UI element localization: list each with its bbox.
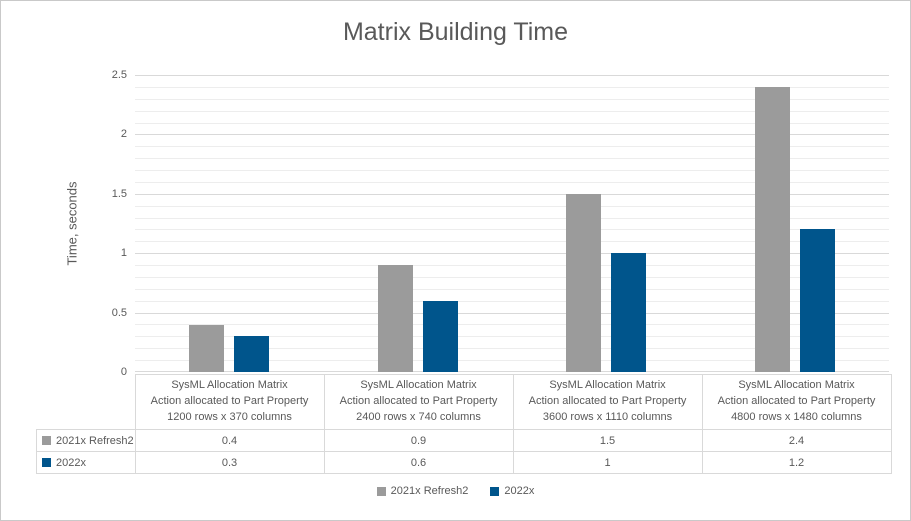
series-label-cell-2022x: 2022x [36, 451, 136, 474]
gridline-minor [135, 241, 889, 242]
gridline-major [135, 371, 889, 372]
gridline-minor [135, 111, 889, 112]
category-label-line: SysML Allocation Matrix [549, 379, 666, 391]
legend: 2021x Refresh2 2022x [1, 485, 910, 497]
category-label-line: 3600 rows x 1110 columns [542, 411, 673, 423]
y-tick-label: 1 [120, 247, 127, 259]
value-cell-2022x-cat3: 1 [512, 451, 703, 474]
gridline-major [135, 75, 889, 76]
bar-2022x-cat1 [234, 336, 270, 372]
value-cell-2022x-cat1: 0.3 [134, 451, 325, 474]
gridline-minor [135, 123, 889, 124]
plot-area [135, 75, 889, 372]
bar-2022x-cat2 [422, 300, 458, 372]
category-cell-4: SysML Allocation Matrix Action allocated … [701, 374, 892, 430]
series-key-swatch [42, 457, 51, 467]
series-name-label: 2022x [56, 456, 86, 469]
gridline-minor [135, 182, 889, 183]
bar-2022x-cat3 [611, 253, 647, 372]
series-label-cell-2021x-refresh2: 2021x Refresh2 [36, 429, 136, 452]
gridline-minor [135, 277, 889, 278]
gridline-minor [135, 360, 889, 361]
gridline-major [135, 134, 889, 135]
category-cell-3: SysML Allocation Matrix Action allocated … [512, 374, 703, 430]
value-cell-2021x-refresh2-cat3: 1.5 [512, 429, 703, 452]
table-row-2022x: 2022x 0.3 0.6 1 1.2 [36, 451, 892, 474]
category-label-line: Action allocated to Part Property [339, 395, 498, 407]
gridline-major [135, 313, 889, 314]
legend-item-label: 2022x [504, 485, 535, 497]
series-key-swatch [42, 435, 51, 445]
gridline-minor [135, 229, 889, 230]
gridline-minor [135, 324, 889, 325]
category-label-line: Action allocated to Part Property [717, 395, 876, 407]
gridline-minor [135, 348, 889, 349]
table-row-2021x-refresh2: 2021x Refresh2 0.4 0.9 1.5 2.4 [36, 429, 892, 452]
category-label-line: 1200 rows x 370 columns [167, 411, 292, 423]
gridline-minor [135, 218, 889, 219]
gridline-minor [135, 206, 889, 207]
gridline-minor [135, 265, 889, 266]
category-cell-2: SysML Allocation Matrix Action allocated … [323, 374, 514, 430]
gridline-major [135, 253, 889, 254]
category-label-line: SysML Allocation Matrix [738, 379, 855, 391]
y-axis-title: Time, seconds [64, 181, 80, 266]
gridline-minor [135, 158, 889, 159]
category-label-line: Action allocated to Part Property [150, 395, 309, 407]
y-tick-label: 2 [120, 128, 127, 140]
category-label-line: Action allocated to Part Property [528, 395, 687, 407]
value-cell-2021x-refresh2-cat2: 0.9 [323, 429, 514, 452]
data-table: SysML Allocation Matrix Action allocated … [36, 374, 892, 474]
gridline-minor [135, 87, 889, 88]
data-table-body: SysML Allocation Matrix Action allocated … [36, 374, 892, 474]
category-cell-1: SysML Allocation Matrix Action allocated … [134, 374, 325, 430]
bar-2021x-refresh2-cat3 [566, 193, 602, 372]
legend-item-2021x-refresh2: 2021x Refresh2 [376, 485, 469, 497]
value-cell-2021x-refresh2-cat4: 2.4 [701, 429, 892, 452]
gridline-minor [135, 170, 889, 171]
y-axis-title-box: Time, seconds [63, 75, 81, 372]
series-name-label: 2021x Refresh2 [56, 434, 134, 447]
value-cell-2022x-cat4: 1.2 [701, 451, 892, 474]
legend-key-swatch [376, 486, 386, 496]
y-tick-label: 2.5 [111, 69, 127, 81]
value-cell-2022x-cat2: 0.6 [323, 451, 514, 474]
y-tick-label: 0 [120, 366, 127, 378]
y-tick-label: 0.5 [111, 307, 127, 319]
category-label-line: 4800 rows x 1480 columns [731, 411, 862, 423]
category-label-line: SysML Allocation Matrix [171, 379, 288, 391]
category-label-line: SysML Allocation Matrix [360, 379, 477, 391]
bar-2021x-refresh2-cat1 [189, 324, 225, 372]
gridline-minor [135, 99, 889, 100]
y-tick-label: 1.5 [111, 188, 127, 200]
value-cell-2021x-refresh2-cat1: 0.4 [134, 429, 325, 452]
bar-2022x-cat4 [799, 229, 835, 372]
bar-2021x-refresh2-cat4 [754, 86, 790, 372]
legend-key-swatch [490, 486, 500, 496]
gridline-minor [135, 301, 889, 302]
gridline-minor [135, 289, 889, 290]
legend-item-2022x: 2022x [490, 485, 534, 497]
category-label-line: 2400 rows x 740 columns [356, 411, 481, 423]
table-header-row: SysML Allocation Matrix Action allocated … [37, 374, 892, 430]
gridline-minor [135, 146, 889, 147]
legend-item-label: 2021x Refresh2 [390, 485, 469, 497]
chart-title: Matrix Building Time [342, 18, 569, 46]
corner-cell [37, 375, 136, 430]
gridline-minor [135, 336, 889, 337]
gridline-major [135, 194, 889, 195]
bar-2021x-refresh2-cat2 [377, 265, 413, 372]
